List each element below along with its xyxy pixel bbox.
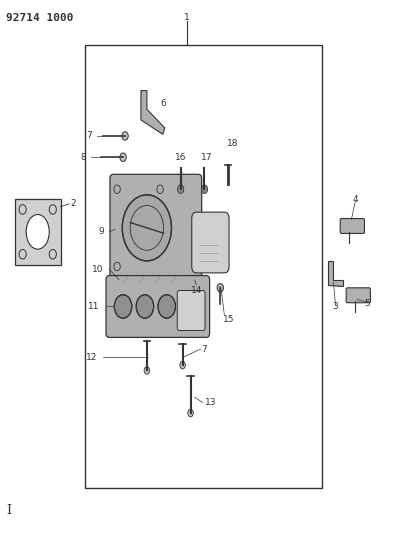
FancyBboxPatch shape — [346, 288, 370, 303]
Text: 12: 12 — [86, 353, 97, 361]
Circle shape — [144, 367, 150, 374]
Text: 11: 11 — [88, 302, 99, 311]
Text: 15: 15 — [223, 316, 234, 324]
Bar — [15, 199, 60, 265]
Circle shape — [136, 295, 154, 318]
Text: 6: 6 — [160, 100, 166, 108]
Text: I: I — [6, 504, 11, 517]
Text: 5: 5 — [364, 300, 370, 308]
Text: 7: 7 — [87, 132, 92, 140]
Text: 92714 1000: 92714 1000 — [6, 13, 73, 23]
Bar — [119, 276, 186, 284]
Text: 10: 10 — [92, 265, 103, 273]
Ellipse shape — [26, 215, 49, 249]
Text: 2: 2 — [71, 199, 76, 208]
FancyBboxPatch shape — [106, 276, 210, 337]
FancyBboxPatch shape — [177, 290, 205, 330]
Text: 9: 9 — [98, 228, 104, 236]
Text: 18: 18 — [227, 140, 238, 148]
Circle shape — [177, 185, 184, 193]
Polygon shape — [328, 261, 343, 286]
Text: 3: 3 — [333, 302, 338, 311]
FancyBboxPatch shape — [340, 219, 364, 233]
Text: 7: 7 — [202, 345, 207, 353]
Circle shape — [120, 153, 126, 161]
Circle shape — [122, 132, 128, 140]
Circle shape — [122, 195, 172, 261]
Polygon shape — [141, 91, 165, 134]
Circle shape — [188, 409, 193, 417]
Text: 1: 1 — [184, 13, 190, 22]
Bar — [85, 45, 322, 488]
Circle shape — [114, 295, 132, 318]
Circle shape — [201, 185, 208, 193]
FancyBboxPatch shape — [192, 212, 229, 273]
Circle shape — [217, 284, 224, 292]
Text: 17: 17 — [201, 153, 212, 161]
Text: 4: 4 — [353, 196, 358, 204]
FancyBboxPatch shape — [110, 174, 202, 281]
Circle shape — [180, 361, 185, 369]
Circle shape — [158, 295, 175, 318]
Text: 13: 13 — [204, 398, 216, 407]
Text: 8: 8 — [81, 153, 86, 161]
Text: 14: 14 — [191, 286, 202, 295]
Text: 16: 16 — [175, 153, 186, 161]
